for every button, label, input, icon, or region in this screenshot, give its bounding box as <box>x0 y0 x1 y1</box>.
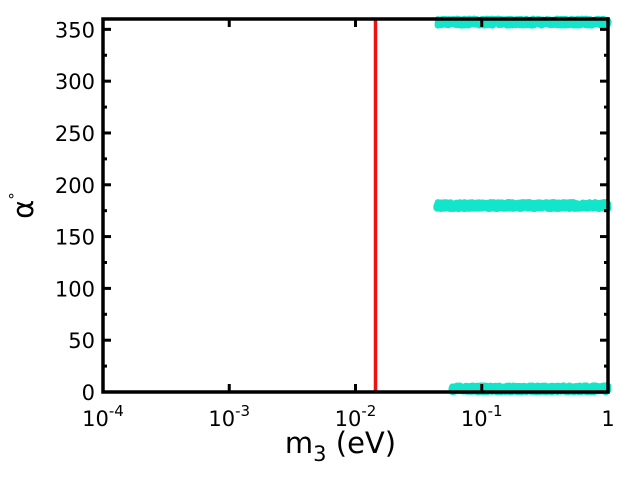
y-tick-label: 350 <box>55 18 95 42</box>
y-axis-label: α° <box>6 192 40 219</box>
svg-text:α°: α° <box>6 192 40 219</box>
x-tick-label: 10-1 <box>461 402 503 431</box>
y-tick-label: 250 <box>55 122 95 146</box>
data-points-layer <box>433 15 612 396</box>
y-tick-label: 300 <box>55 70 95 94</box>
y-tick-label: 200 <box>55 174 95 198</box>
x-axis-label: m3 (eV) <box>285 426 396 466</box>
y-tick-label: 150 <box>55 226 95 250</box>
y-tick-label: 100 <box>55 277 95 301</box>
scatter-band <box>433 198 612 213</box>
ticks-layer: 0 50 100 150 200 250 300 350 10-4 10-3 10-2 10-1 1 <box>55 18 615 431</box>
y-tick-label: 50 <box>68 329 95 353</box>
x-tick-label: 1 <box>601 407 614 431</box>
y-tick-label: 0 <box>82 381 95 405</box>
x-tick-label: 10-4 <box>82 402 124 431</box>
x-tick-label: 10-2 <box>335 402 377 431</box>
x-tick-label: 10-3 <box>208 402 250 431</box>
